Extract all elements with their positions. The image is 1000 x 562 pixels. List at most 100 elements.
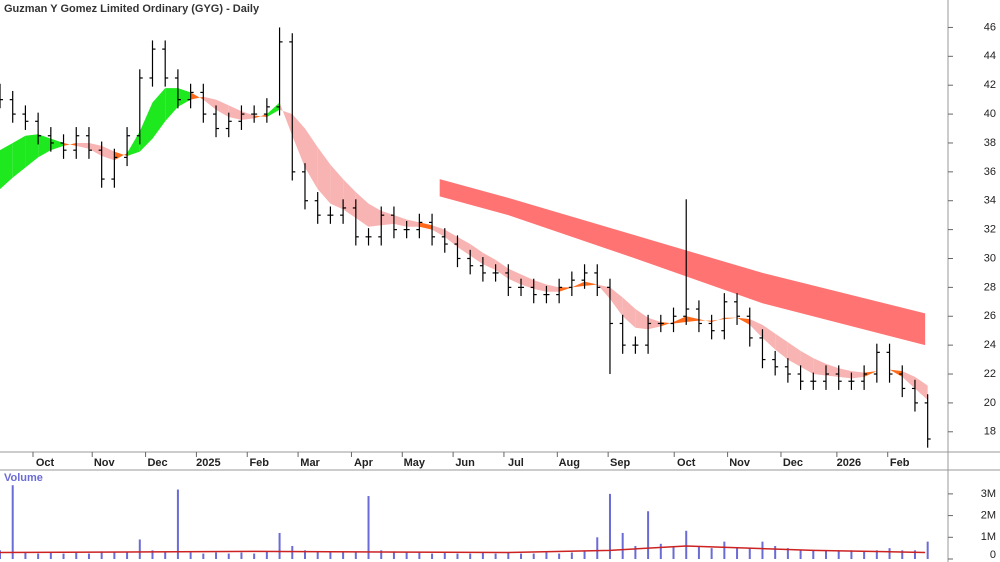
ma-ribbon [800, 350, 814, 375]
volume-bar [825, 550, 828, 559]
volume-bar [786, 548, 789, 559]
ma-ribbon [635, 309, 649, 330]
volume-title: Volume [4, 472, 43, 484]
volume-y-tick-label: 1M [981, 531, 996, 543]
y-tick-label: 40 [984, 108, 996, 120]
ma-ribbon [317, 147, 331, 204]
y-tick-label: 24 [984, 339, 996, 351]
ma-ribbon [775, 333, 788, 360]
y-tick-label: 22 [984, 368, 996, 380]
volume-bar [138, 539, 141, 559]
x-tick-label: Aug [559, 457, 580, 469]
volume-bar [634, 545, 637, 559]
x-tick-label: Feb [249, 457, 269, 469]
volume-bar [431, 553, 434, 559]
volume-bar [520, 553, 523, 559]
volume-bar [863, 551, 866, 559]
volume-bar [685, 530, 688, 559]
volume-bar [583, 551, 586, 559]
ma-ribbon [330, 164, 344, 210]
volume-bar [151, 550, 154, 559]
ma-ribbon [266, 102, 280, 117]
ma-ribbon [432, 225, 445, 237]
ma-ribbon [826, 363, 839, 377]
y-tick-label: 30 [984, 252, 996, 264]
ma-ribbon [38, 134, 51, 158]
volume-bar [342, 551, 345, 559]
ma-ribbon [673, 316, 687, 324]
ma-ribbon [114, 151, 128, 161]
volume-bar [126, 552, 129, 559]
ma-ribbon [597, 284, 610, 299]
long-band [439, 179, 926, 346]
volume-bar [87, 553, 90, 559]
ma-ribbon [470, 244, 483, 265]
ma-ribbon [152, 88, 166, 139]
x-tick-label: Jul [508, 457, 524, 469]
y-tick-label: 44 [984, 50, 996, 62]
x-tick-label: 2025 [196, 457, 220, 469]
volume-y-tick-label: 0 [990, 549, 996, 561]
x-tick-label: Sep [610, 457, 630, 469]
ma-ribbon [292, 114, 305, 168]
y-tick-label: 26 [984, 310, 996, 322]
volume-bar [596, 537, 599, 559]
volume-bar [850, 550, 853, 559]
ma-ribbon [521, 274, 534, 289]
volume-bar [215, 552, 218, 559]
volume-bar [253, 553, 256, 559]
ma-ribbon [304, 128, 318, 190]
volume-bar [748, 548, 751, 559]
volume-bar [303, 550, 306, 559]
ma-ribbon [88, 142, 102, 156]
ma-ribbon [241, 111, 255, 120]
volume-bar [392, 551, 395, 559]
ma-ribbon [76, 142, 89, 149]
ma-ribbon [546, 284, 560, 292]
ma-ribbon [482, 252, 496, 271]
ma-ribbon [50, 138, 64, 151]
x-tick-label: May [404, 457, 426, 469]
volume-bar [164, 551, 167, 559]
ma-ribbon [419, 222, 433, 230]
ma-ribbon [559, 287, 572, 292]
volume-ma-line [0, 545, 926, 554]
volume-bar [647, 511, 650, 559]
ma-ribbon [864, 371, 877, 377]
ma-ribbon [495, 259, 509, 279]
x-tick-label: 2026 [837, 457, 861, 469]
volume-bar [901, 550, 904, 559]
volume-bar [49, 552, 52, 559]
volume-bar [736, 548, 739, 559]
volume-bar [570, 552, 573, 559]
volume-bar [100, 551, 103, 559]
ma-ribbon [203, 96, 217, 110]
volume-bar [291, 545, 294, 559]
y-tick-label: 32 [984, 224, 996, 236]
volume-y-tick-label: 2M [981, 509, 996, 521]
y-tick-label: 36 [984, 166, 996, 178]
ma-ribbon [609, 287, 623, 317]
ma-ribbon [343, 179, 356, 219]
volume-bar [621, 532, 624, 559]
volume-bar [0, 550, 1, 559]
ma-ribbon [711, 317, 725, 323]
volume-bar [532, 553, 535, 559]
ma-ribbon [228, 105, 242, 120]
ma-ribbon [813, 358, 827, 376]
ma-ribbon [279, 102, 293, 136]
ma-ribbon [762, 324, 776, 350]
ma-ribbon [457, 236, 471, 256]
volume-bar [189, 552, 192, 559]
y-tick-label: 20 [984, 397, 996, 409]
volume-bar [418, 552, 421, 559]
volume-bar [354, 552, 357, 559]
y-tick-label: 18 [984, 426, 996, 438]
volume-bar [367, 496, 370, 559]
volume-bar [329, 552, 332, 559]
volume-bar [240, 552, 243, 559]
volume-bar [202, 553, 205, 559]
x-tick-label: Jun [455, 457, 475, 469]
y-tick-label: 34 [984, 195, 996, 207]
